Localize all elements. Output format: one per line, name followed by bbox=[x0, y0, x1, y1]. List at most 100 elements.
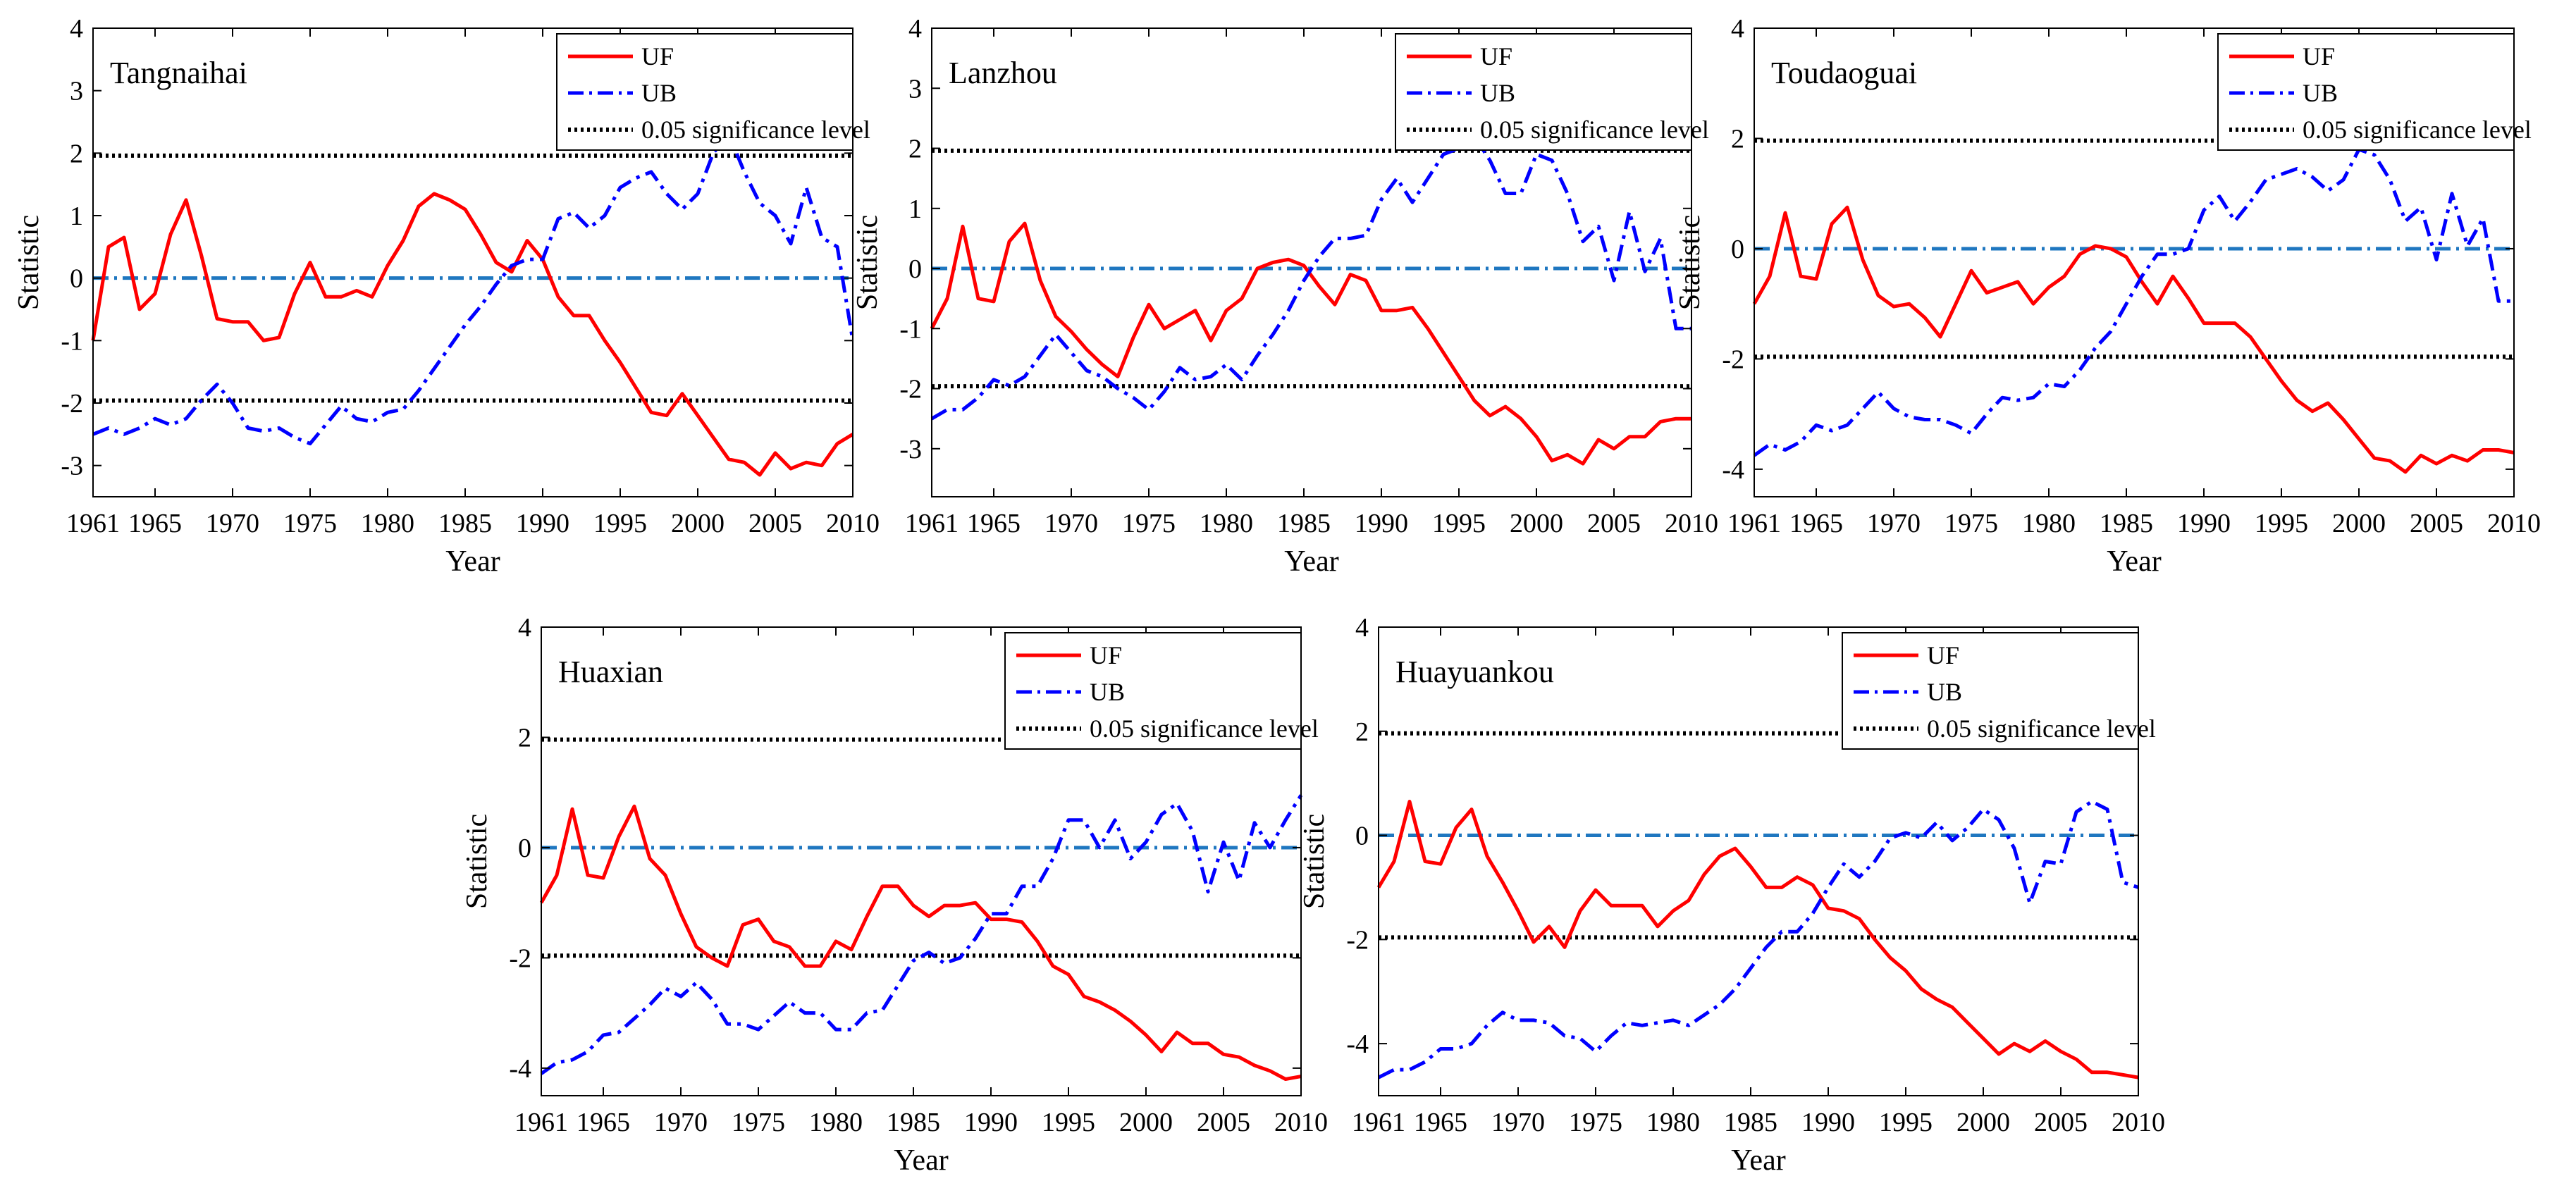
station-title: Huayuankou bbox=[1395, 655, 1554, 689]
legend-label: UF bbox=[2303, 42, 2335, 70]
y-tick-label: 0 bbox=[1731, 235, 1744, 264]
x-tick-label: 2000 bbox=[671, 509, 725, 538]
y-tick-label: 4 bbox=[1355, 613, 1369, 643]
legend-label: 0.05 significance level bbox=[1927, 714, 2156, 743]
y-tick-label: -1 bbox=[61, 326, 83, 356]
x-axis-label: Year bbox=[2107, 545, 2161, 578]
x-tick-label: 1970 bbox=[1867, 509, 1921, 538]
panel-huayuankou: 1961 1965 1970 1975 1980 1985 1990 1995 2000 2005… bbox=[1298, 613, 2165, 1177]
x-tick-label: 1980 bbox=[361, 509, 414, 538]
legend-label: UF bbox=[641, 42, 674, 70]
x-tick-label: 1995 bbox=[2255, 509, 2308, 538]
x-tick-label: 1995 bbox=[1879, 1108, 1933, 1137]
x-tick-label: 1961 bbox=[66, 509, 120, 538]
ub-series-line bbox=[930, 135, 1691, 421]
uf-series-line bbox=[1752, 205, 2515, 474]
panel-toudaoguai: 1961 1965 1970 1975 1980 1985 1990 1995 2000 2005… bbox=[1674, 14, 2541, 578]
station-title: Lanzhou bbox=[949, 56, 1057, 90]
x-tick-label: 1965 bbox=[967, 509, 1021, 538]
axes-frame bbox=[92, 27, 853, 497]
x-tick-label: 1990 bbox=[2177, 509, 2231, 538]
legend-label: 0.05 significance level bbox=[641, 116, 870, 144]
y-tick-label: -1 bbox=[899, 314, 922, 344]
x-tick-label: 1961 bbox=[1727, 509, 1781, 538]
x-tick-label: 1995 bbox=[593, 509, 647, 538]
legend: UF UB 0.05 significance level bbox=[1395, 33, 1709, 151]
x-tick-label: 2005 bbox=[2034, 1108, 2088, 1137]
y-tick-label: -2 bbox=[1346, 925, 1369, 955]
y-tick-label: 0 bbox=[70, 264, 83, 294]
x-tick-label: 1990 bbox=[1355, 509, 1408, 538]
x-axis-label: Year bbox=[894, 1144, 948, 1177]
y-tick-label: -2 bbox=[509, 943, 531, 973]
x-tick-label: 2000 bbox=[1956, 1108, 2010, 1137]
x-tick-label: 1990 bbox=[1801, 1108, 1855, 1137]
y-tick-label: -3 bbox=[899, 435, 922, 464]
x-tick-label: 1961 bbox=[1352, 1108, 1405, 1137]
axes-frame bbox=[541, 626, 1302, 1096]
y-tick-label: 0 bbox=[908, 254, 922, 284]
axes-frame bbox=[931, 27, 1692, 497]
x-tick-label: 1980 bbox=[1200, 509, 1253, 538]
y-tick-label: 0 bbox=[518, 834, 531, 863]
y-tick-label: 2 bbox=[1731, 124, 1744, 154]
uf-series-line bbox=[539, 804, 1302, 1081]
y-tick-label: 4 bbox=[518, 613, 531, 643]
y-tick-label: 2 bbox=[518, 723, 531, 753]
y-tick-label: -4 bbox=[509, 1054, 531, 1084]
y-tick-label: 0 bbox=[1355, 822, 1369, 851]
uf-series-line bbox=[930, 221, 1691, 466]
x-tick-label: 1975 bbox=[1122, 509, 1176, 538]
x-tick-label: 1970 bbox=[206, 509, 259, 538]
y-tick-label: 4 bbox=[70, 14, 83, 44]
x-tick-label: 2005 bbox=[1587, 509, 1641, 538]
x-tick-label: 2005 bbox=[748, 509, 802, 538]
legend-label: 0.05 significance level bbox=[1480, 116, 1709, 144]
uf-series-line bbox=[1376, 800, 2139, 1079]
y-axis-label: Statistic bbox=[1674, 215, 1706, 310]
x-tick-label: 1975 bbox=[732, 1108, 785, 1137]
x-tick-label: 2010 bbox=[1665, 509, 1718, 538]
y-tick-label: -4 bbox=[1346, 1029, 1369, 1059]
x-tick-label: 1985 bbox=[1724, 1108, 1777, 1137]
x-tick-label: 1965 bbox=[1789, 509, 1843, 538]
legend-label: UB bbox=[2303, 79, 2338, 107]
y-tick-label: 3 bbox=[70, 77, 83, 106]
x-tick-label: 1990 bbox=[964, 1108, 1018, 1137]
x-tick-label: 2000 bbox=[1119, 1108, 1173, 1137]
x-tick-label: 1975 bbox=[1945, 509, 1998, 538]
legend: UF UB 0.05 significance level bbox=[2217, 33, 2532, 151]
x-tick-label: 2000 bbox=[2332, 509, 2386, 538]
ub-series-line bbox=[1377, 800, 2139, 1079]
y-tick-label: -4 bbox=[1722, 455, 1744, 485]
x-tick-label: 1980 bbox=[809, 1108, 863, 1137]
legend: UF UB 0.05 significance level bbox=[1842, 632, 2156, 750]
x-tick-label: 1970 bbox=[654, 1108, 708, 1137]
x-tick-label: 2010 bbox=[826, 509, 880, 538]
y-tick-label: 2 bbox=[70, 139, 83, 168]
panel-huaxian: 1961 1965 1970 1975 1980 1985 1990 1995 2000 2005… bbox=[461, 613, 1328, 1177]
y-tick-label: -3 bbox=[61, 452, 83, 481]
x-tick-label: 1990 bbox=[516, 509, 569, 538]
x-tick-label: 1965 bbox=[1414, 1108, 1467, 1137]
x-tick-label: 1965 bbox=[128, 509, 182, 538]
y-tick-label: 1 bbox=[70, 202, 83, 231]
ub-series-line bbox=[540, 794, 1303, 1075]
y-axis-label: Statistic bbox=[461, 814, 493, 909]
station-title: Tangnaihai bbox=[110, 56, 247, 90]
x-tick-label: 2010 bbox=[2112, 1108, 2165, 1137]
x-axis-label: Year bbox=[1731, 1144, 1785, 1177]
y-axis-label: Statistic bbox=[851, 215, 884, 310]
x-axis-label: Year bbox=[445, 545, 500, 578]
y-tick-label: -2 bbox=[899, 375, 922, 404]
x-tick-label: 1970 bbox=[1044, 509, 1098, 538]
x-tick-label: 1961 bbox=[514, 1108, 568, 1137]
x-tick-label: 2010 bbox=[1274, 1108, 1328, 1137]
y-tick-label: 3 bbox=[908, 74, 922, 104]
legend-label: UB bbox=[1480, 79, 1515, 107]
legend-label: UB bbox=[1927, 678, 1962, 706]
ub-series-line bbox=[92, 132, 855, 446]
x-tick-label: 1995 bbox=[1432, 509, 1486, 538]
uf-series-line bbox=[91, 192, 854, 477]
